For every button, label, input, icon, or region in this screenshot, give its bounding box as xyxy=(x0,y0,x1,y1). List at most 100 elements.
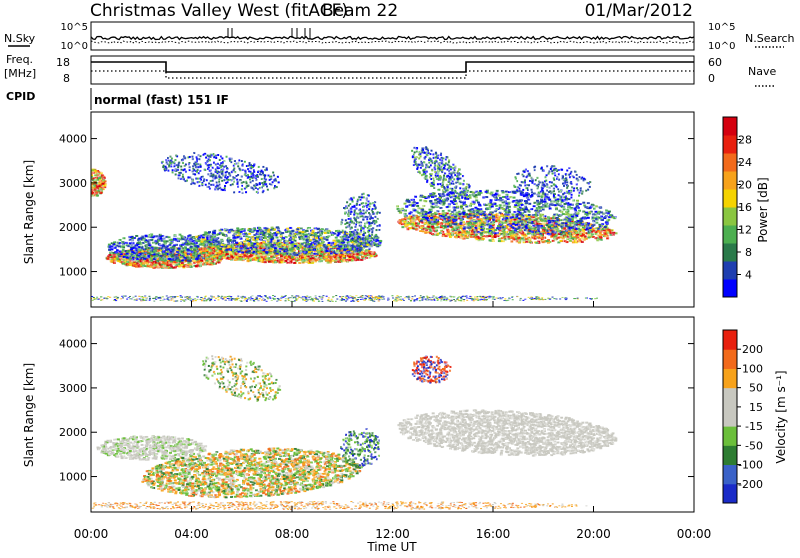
range-cell xyxy=(51,252,54,254)
range-cell xyxy=(15,173,18,175)
range-cell xyxy=(49,175,52,177)
range-cell xyxy=(39,259,42,261)
nave-tick-bottom: 0 xyxy=(708,72,715,85)
range-cell xyxy=(57,251,60,253)
range-cell xyxy=(16,250,19,252)
range-cell xyxy=(55,242,58,244)
range-cell xyxy=(39,259,42,261)
range-cell xyxy=(56,241,59,243)
range-cell xyxy=(18,252,21,254)
range-cell xyxy=(67,245,70,247)
range-cell xyxy=(12,169,15,171)
range-cell xyxy=(36,258,39,260)
range-cell xyxy=(13,258,16,260)
range-cell xyxy=(46,210,49,212)
range-cell xyxy=(54,223,57,225)
range-cell xyxy=(55,240,58,242)
range-cell xyxy=(87,188,90,190)
range-cell xyxy=(60,235,63,237)
range-cell xyxy=(58,252,61,254)
range-cell xyxy=(7,232,10,234)
range-cell xyxy=(55,246,58,248)
nsearch-tick-top: 10^5 xyxy=(708,22,735,33)
range-cell xyxy=(48,235,51,237)
range-cell xyxy=(67,162,70,164)
range-cell xyxy=(53,245,56,247)
range-cell xyxy=(49,238,52,240)
range-cell xyxy=(38,161,41,163)
range-cell xyxy=(70,240,73,242)
cpid-value: normal (fast) 151 IF xyxy=(94,93,229,107)
range-cell xyxy=(7,235,10,237)
range-cell xyxy=(64,252,67,254)
range-cell xyxy=(11,255,14,257)
range-cell xyxy=(4,261,7,263)
range-cell xyxy=(8,259,11,261)
range-cell xyxy=(6,250,9,252)
range-cell xyxy=(11,249,14,251)
range-cell xyxy=(60,249,63,251)
range-cell xyxy=(16,249,19,251)
range-cell xyxy=(87,183,90,185)
range-cell xyxy=(67,239,70,241)
range-cell xyxy=(15,165,18,167)
range-cell xyxy=(48,168,51,170)
range-cell xyxy=(15,161,18,163)
range-cell xyxy=(60,242,63,244)
range-cell xyxy=(18,264,21,266)
range-cell xyxy=(17,171,20,173)
range-cell xyxy=(38,257,41,259)
range-cell xyxy=(38,160,41,162)
range-cell xyxy=(87,174,90,176)
range-cell xyxy=(51,235,54,237)
range-cell xyxy=(38,254,41,256)
range-cell xyxy=(53,170,56,172)
range-cell xyxy=(35,157,38,159)
range-cell xyxy=(63,252,66,254)
range-cell xyxy=(48,175,51,177)
range-cell xyxy=(52,162,55,164)
range-cell xyxy=(60,234,63,236)
range-cell xyxy=(54,175,57,177)
range-cell xyxy=(38,261,41,263)
range-cell xyxy=(65,163,68,165)
range-cell xyxy=(42,164,45,166)
range-cell xyxy=(58,249,61,251)
range-cell xyxy=(74,237,77,239)
range-cell xyxy=(63,212,66,214)
range-cell xyxy=(50,225,53,227)
range-cell xyxy=(50,236,53,238)
range-cell xyxy=(49,228,52,230)
range-cell xyxy=(45,238,48,240)
range-cell xyxy=(51,249,54,251)
range-cell xyxy=(4,238,7,240)
range-cell xyxy=(65,161,68,163)
range-cell xyxy=(45,253,48,255)
range-cell xyxy=(17,246,20,248)
range-cell xyxy=(46,249,49,251)
range-cell xyxy=(45,252,48,254)
range-cell xyxy=(47,229,50,231)
range-cell xyxy=(54,157,57,159)
range-cell xyxy=(58,246,61,248)
range-cell xyxy=(9,249,12,251)
range-cell xyxy=(65,244,68,246)
range-cell xyxy=(49,171,52,173)
range-cell xyxy=(40,260,43,262)
range-cell xyxy=(55,246,58,248)
range-cell xyxy=(61,238,64,240)
plot-title: Christmas Valley West (fitACF) xyxy=(90,1,348,21)
range-cell xyxy=(62,238,65,240)
range-cell xyxy=(1,241,4,243)
range-cell xyxy=(10,168,13,170)
range-cell xyxy=(12,170,15,172)
range-cell xyxy=(15,258,18,260)
range-cell xyxy=(56,165,59,167)
range-cell xyxy=(6,253,9,255)
range-cell xyxy=(60,249,63,251)
range-cell xyxy=(49,250,52,252)
range-cell xyxy=(69,247,72,249)
range-cell xyxy=(60,217,63,219)
range-cell xyxy=(47,238,50,240)
